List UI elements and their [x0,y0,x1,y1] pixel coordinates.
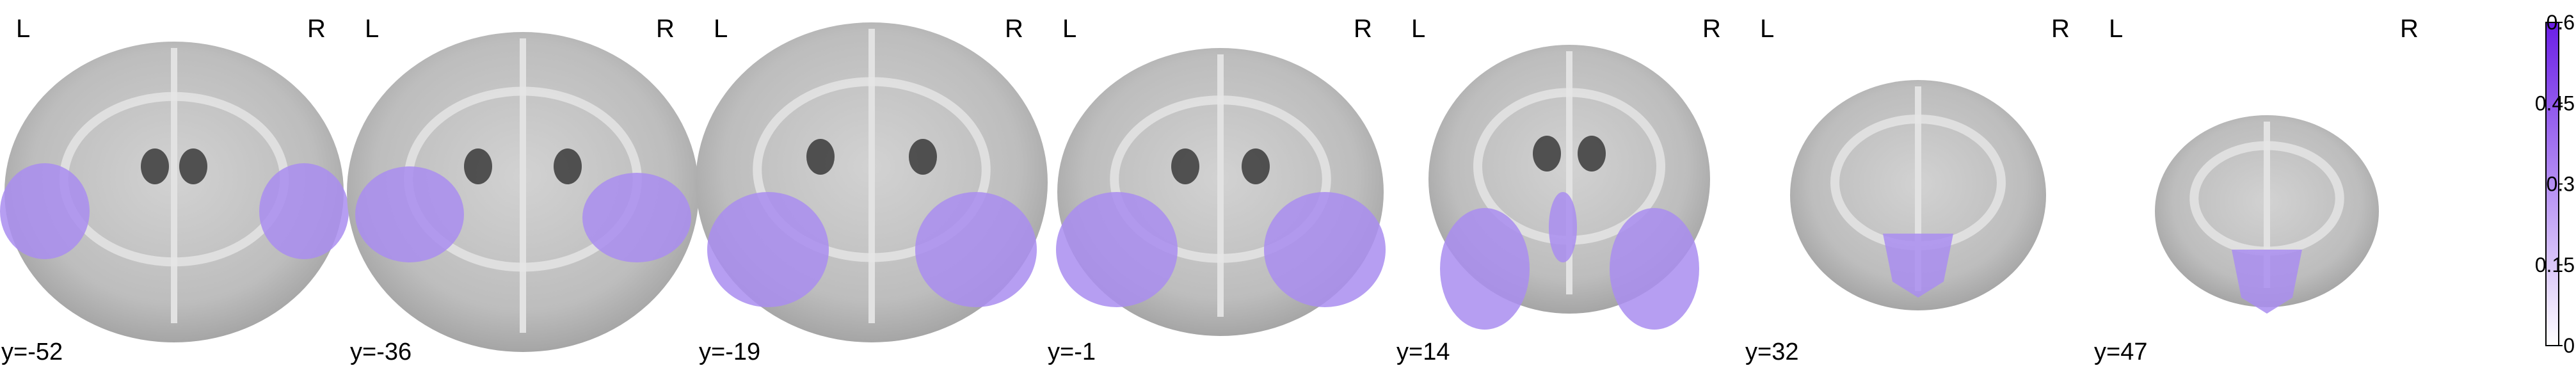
colorbar-tick-label: 0.3 [2547,173,2575,196]
colorbar-tick-label: 0 [2563,334,2575,357]
activation-overlay [2232,250,2302,314]
slice-coordinate-label: y=-52 [1,339,63,365]
activation-overlay [1610,208,1699,330]
ventricle [1242,148,1270,184]
ventricle [806,139,835,175]
activation-overlay [1056,192,1178,307]
brain-slice-panel: L Ry=-19 [696,15,1048,365]
slice-coordinate-label: y=14 [1396,339,1450,365]
activation-overlay [1549,192,1577,262]
left-orientation-label: L [1062,15,1076,43]
brain-slice-panel: L Ry=47 [2094,15,2419,365]
left-orientation-label: L [2109,15,2123,43]
activation-overlay [915,192,1037,307]
ventricle [909,139,937,175]
colorbar [2545,22,2563,346]
brain-slice-panel: L Ry=-1 [1048,15,1386,365]
slice-coordinate-label: y=47 [2094,339,2147,365]
slice-coordinate-label: y=32 [1745,339,1798,365]
ventricle [1578,136,1606,172]
activation-overlay [0,163,90,259]
right-orientation-label: R [656,15,675,43]
ventricle [1171,148,1199,184]
left-orientation-label: L [16,15,30,43]
right-orientation-label: R [2051,15,2070,43]
colorbar-tick-label: 0.45 [2535,92,2575,115]
activation-overlay [1440,208,1530,330]
slice-coordinate-label: y=-19 [699,339,760,365]
ventricle [554,148,582,184]
brain-slice-panel: L Ry=32 [1745,15,2070,365]
slice-coordinate-label: y=-36 [350,339,412,365]
activation-overlay [582,173,691,262]
white-matter [753,77,991,262]
white-matter [1110,95,1331,263]
ventricle [464,148,492,184]
activation-overlay [259,163,349,259]
left-orientation-label: L [365,15,379,43]
left-orientation-label: L [1760,15,1774,43]
left-orientation-label: L [714,15,728,43]
colorbar-tick-labels: 0.6 0.45 0.3 0.15 0 [2535,11,2575,357]
right-orientation-label: R [307,15,326,43]
brain-slice-panel: L Ry=14 [1396,15,1721,365]
left-orientation-label: L [1411,15,1425,43]
right-orientation-label: R [2400,15,2419,43]
activation-overlay [1264,192,1386,307]
right-orientation-label: R [1702,15,1721,43]
brain-slice-panel: L Ry=-52 [0,15,349,365]
ventricle [179,148,207,184]
activation-overlay [1883,234,1953,298]
colorbar-tick-label: 0.6 [2547,11,2575,34]
ventricle [141,148,169,184]
brain-slice-panel: L Ry=-36 [347,15,699,365]
colorbar-tick-label: 0.15 [2535,253,2575,276]
ventricle [1533,136,1561,172]
activation-overlay [355,166,464,262]
slice-coordinate-label: y=-1 [1048,339,1096,365]
right-orientation-label: R [1354,15,1372,43]
activation-overlay [707,192,829,307]
right-orientation-label: R [1005,15,1023,43]
